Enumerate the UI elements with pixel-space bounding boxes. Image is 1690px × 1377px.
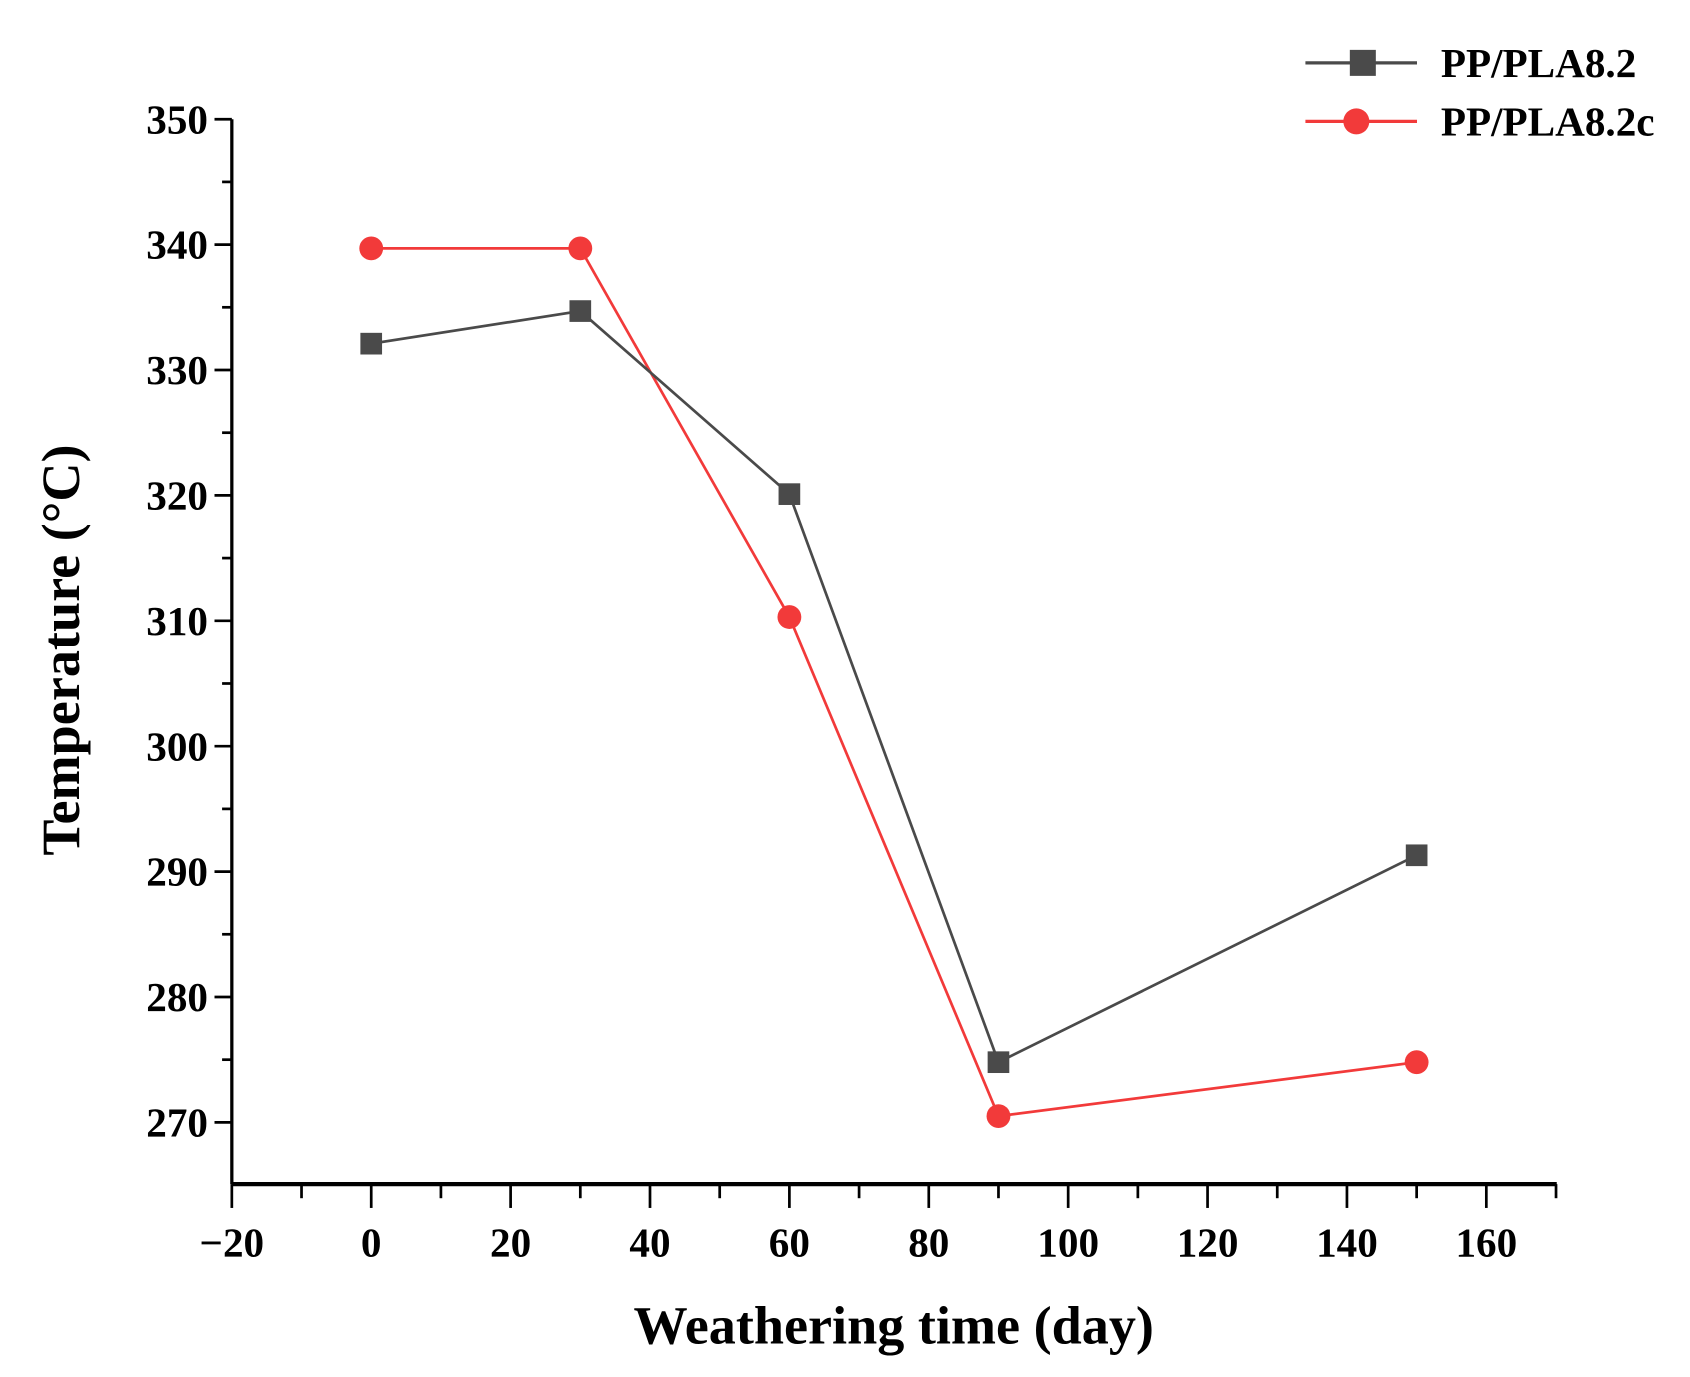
x-tick-label: 100 <box>1037 1220 1099 1266</box>
x-tick-label: 80 <box>908 1220 949 1266</box>
series-line-pp-pla8-2c <box>371 247 1417 1118</box>
data-point-circle <box>986 1104 1011 1129</box>
x-tick-label: 40 <box>629 1220 670 1266</box>
y-tick-label: 280 <box>146 974 208 1020</box>
legend-label: PP/PLA8.2 <box>1441 40 1636 86</box>
x-tick-label: 120 <box>1177 1220 1239 1266</box>
y-axis-title: Temperature (°C) <box>31 444 91 855</box>
legend-square-marker <box>1349 49 1376 76</box>
y-tick-label: 310 <box>146 598 208 644</box>
legend: PP/PLA8.2 PP/PLA8.2c <box>1305 40 1655 144</box>
x-tick-label: 0 <box>361 1220 382 1266</box>
data-point-square <box>360 332 383 355</box>
series-layer <box>359 236 1429 1129</box>
legend-circle-marker <box>1343 108 1370 135</box>
data-point-square <box>778 483 801 505</box>
data-point-circle <box>359 236 384 261</box>
data-point-circle <box>1404 1050 1429 1075</box>
axes: −20 0 20 40 60 80 100 120 140 160 270 280 290 300 310 3… <box>146 96 1558 1266</box>
data-point-square <box>987 1051 1010 1074</box>
y-tick-label: 350 <box>146 96 208 142</box>
y-tick-label: 330 <box>146 347 208 393</box>
x-tick-label: 20 <box>490 1220 531 1266</box>
y-tick-label: 300 <box>146 723 208 769</box>
x-tick-label: 160 <box>1455 1220 1517 1266</box>
y-tick-label: 270 <box>146 1099 208 1145</box>
legend-label: PP/PLA8.2c <box>1441 98 1655 144</box>
x-tick-label: −20 <box>200 1220 265 1266</box>
data-point-circle <box>568 236 593 261</box>
y-tick-label: 320 <box>146 472 208 518</box>
y-tick-label: 290 <box>146 849 208 895</box>
data-point-circle <box>777 605 802 629</box>
x-tick-label: 140 <box>1316 1220 1378 1266</box>
y-tick-label: 340 <box>146 222 208 268</box>
x-tick-label: 60 <box>769 1220 810 1266</box>
series-line-pp-pla8-2 <box>371 309 1418 1065</box>
x-axis-title: Weathering time (day) <box>634 1295 1154 1355</box>
data-point-square <box>1405 844 1428 867</box>
data-point-square <box>569 300 592 322</box>
